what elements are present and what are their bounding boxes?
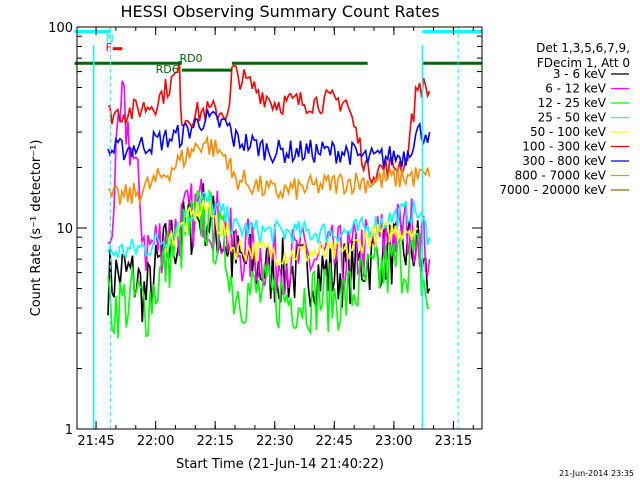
legend-header: FDecim 1, Att 0 <box>537 56 630 70</box>
series-group <box>107 60 431 339</box>
x-tick-label: 22:00 <box>137 434 174 449</box>
annotation-label: RD6 <box>156 63 179 76</box>
series-line-2 <box>107 188 430 339</box>
x-tick-label: 22:45 <box>316 434 353 449</box>
legend-entry-label: 25 - 50 keV <box>538 111 607 125</box>
series-line-4 <box>166 200 419 268</box>
footer-timestamp: 21-Jun-2014 23:35 <box>559 469 634 478</box>
series-line-7 <box>107 134 431 206</box>
annotation-label: RD0 <box>179 52 202 65</box>
y-tick-label: 1 <box>65 423 73 438</box>
legend-entry-label: 7000 - 20000 keV <box>499 183 606 197</box>
x-axis-label: Start Time (21-Jun-14 21:40:22) <box>176 457 384 472</box>
chart-title: HESSI Observing Summary Count Rates <box>120 2 439 21</box>
legend-entry-label: 800 - 7000 keV <box>515 169 607 183</box>
annotation-label: F <box>106 41 112 54</box>
y-tick-label: 100 <box>48 21 73 36</box>
legend-entry-label: 12 - 25 keV <box>538 96 607 110</box>
y-axis-label: Count Rate (s⁻¹ detector⁻¹) <box>29 140 44 317</box>
series-line-5 <box>107 60 431 185</box>
x-tick-label: 21:45 <box>77 434 114 449</box>
x-tick-label: 22:15 <box>196 434 233 449</box>
legend-entry-label: 50 - 100 keV <box>530 125 607 139</box>
x-tick-label: 23:15 <box>435 434 472 449</box>
series-line-3 <box>107 191 431 259</box>
x-tick-label: 23:00 <box>375 434 412 449</box>
annotation-label: N <box>106 32 114 45</box>
axes-group: 21:45 22:00 22:15 22:30 22:45 23:00 23:15 1 10 10… <box>48 21 482 449</box>
legend-entry-label: 6 - 12 keV <box>545 82 607 96</box>
y-tick-label: 10 <box>56 222 73 237</box>
legend-entry-label: 100 - 300 keV <box>522 140 606 154</box>
legend-entry-label: 3 - 6 keV <box>553 67 607 81</box>
legend: Det 1,3,5,6,7,9,FDecim 1, Att 03 - 6 keV… <box>499 41 630 197</box>
series-line-6 <box>107 109 431 168</box>
x-tick-label: 22:30 <box>256 434 293 449</box>
legend-header: Det 1,3,5,6,7,9, <box>536 41 630 55</box>
legend-entry-label: 300 - 800 keV <box>522 154 606 168</box>
